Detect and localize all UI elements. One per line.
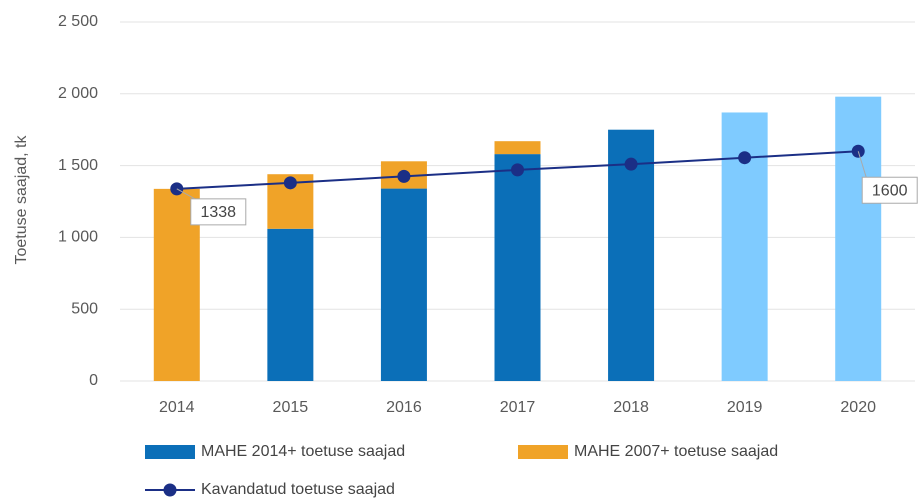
y-tick-label: 2 500: [58, 13, 98, 30]
line-marker: [738, 151, 752, 165]
legend-marker: [163, 483, 177, 497]
y-tick-label: 500: [71, 300, 98, 317]
legend-label: MAHE 2014+ toetuse saajad: [201, 443, 405, 460]
bar-segment: [494, 141, 541, 155]
line-marker: [397, 169, 411, 183]
y-axis-label: Toetuse saajad, tk: [13, 135, 30, 265]
callout-leader: [176, 188, 196, 200]
line-marker: [624, 157, 638, 171]
y-tick-label: 1 500: [58, 157, 98, 174]
bar-segment: [835, 96, 882, 381]
bar-segment: [608, 129, 655, 381]
x-tick-label: 2017: [500, 399, 536, 416]
legend-label: Kavandatud toetuse saajad: [201, 481, 395, 498]
line-marker: [511, 163, 524, 177]
x-tick-label: 2015: [273, 399, 309, 416]
data-label: 1600: [872, 182, 908, 199]
line-marker: [283, 176, 297, 190]
legend-swatch: [518, 445, 568, 459]
y-tick-label: 0: [89, 372, 98, 389]
y-tick-label: 1 000: [58, 229, 98, 246]
callout-box: [861, 176, 918, 204]
x-tick-label: 2016: [386, 399, 422, 416]
bar-segment: [380, 188, 427, 381]
x-tick-label: 2018: [613, 399, 649, 416]
bar-segment: [267, 228, 314, 381]
x-tick-label: 2020: [840, 399, 876, 416]
y-tick-label: 2 000: [58, 85, 98, 102]
legend-swatch: [145, 445, 195, 459]
x-tick-label: 2019: [727, 399, 763, 416]
x-tick-label: 2014: [159, 399, 195, 416]
callout-box: [190, 198, 247, 226]
bar-segment: [494, 154, 541, 381]
legend-label: MAHE 2007+ toetuse saajad: [574, 443, 778, 460]
data-label: 1338: [200, 204, 236, 221]
callout-leader: [857, 151, 867, 178]
